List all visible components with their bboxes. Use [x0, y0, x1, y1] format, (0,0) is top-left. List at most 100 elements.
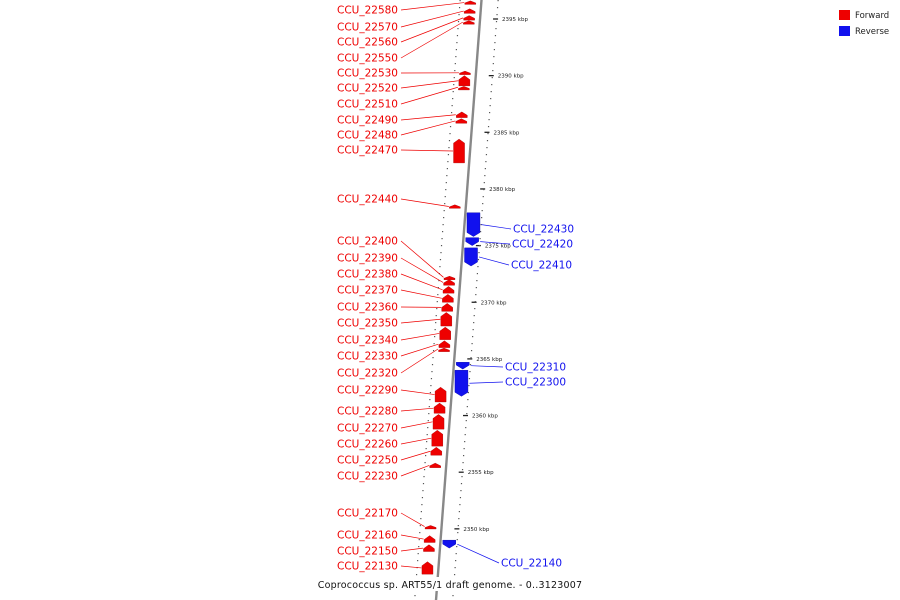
track-dot [452, 98, 454, 100]
track-dot [469, 364, 472, 366]
track-dot [435, 315, 437, 317]
gene-leader-reverse [481, 224, 512, 230]
gene-arrow-reverse [442, 539, 456, 549]
track-dot [447, 161, 449, 163]
track-dot [437, 287, 439, 289]
track-dot [432, 357, 434, 359]
label-layer: CCU_22580 CCU_22570 CCU_22560 CCU_22550 CCU_… [337, 2, 574, 573]
track-dot [485, 154, 488, 156]
gene-leader-forward [400, 437, 432, 445]
gene-label-forward: CCU_22150 [337, 546, 398, 558]
gene-leader-forward [400, 257, 444, 283]
track-dot [495, 21, 498, 23]
track-dot [450, 119, 452, 121]
gene-arrow-forward [432, 414, 445, 430]
track-dot [478, 252, 480, 254]
gene-label-reverse: CCU_22420 [512, 239, 573, 251]
track-dot [454, 567, 456, 569]
legend-forward-swatch [839, 10, 850, 20]
gene-leader-forward [400, 120, 456, 136]
track-dot [432, 350, 435, 352]
scale-tick-label: 2365 kbp [476, 357, 502, 363]
gene-leader-forward [400, 198, 449, 207]
track-dot [463, 455, 465, 457]
track-dot [443, 210, 445, 212]
track-dot [483, 182, 485, 184]
gene-leader-forward [400, 2, 465, 11]
track-dot [430, 378, 433, 380]
track-dot [419, 532, 421, 534]
track-dot [455, 560, 457, 562]
gene-arrow-forward [438, 340, 451, 348]
track-dot [489, 112, 491, 114]
track-dot [486, 147, 488, 149]
gene-label-reverse: CCU_22310 [505, 362, 566, 374]
track-dot [458, 7, 461, 9]
gene-leader-forward [400, 318, 441, 324]
track-dot [494, 42, 496, 44]
track-dot [477, 259, 480, 261]
track-dot [436, 301, 438, 303]
track-dot [435, 322, 437, 324]
track-dot [417, 560, 419, 562]
gene-arrow-reverse [466, 212, 481, 237]
track-dot [465, 427, 467, 429]
scale-tick-label: 2395 kbp [502, 17, 528, 23]
track-dot [483, 189, 485, 191]
track-dot [455, 553, 457, 555]
scale-tick-label: 2385 kbp [493, 130, 519, 136]
track-dot [473, 315, 475, 317]
gene-arrow-forward [438, 347, 450, 352]
track-dot [482, 196, 484, 198]
track-dot [449, 126, 452, 128]
gene-leader-forward [400, 86, 458, 105]
scale-tick-label: 2360 kbp [472, 414, 498, 420]
track-dot [471, 343, 473, 345]
track-dot [493, 56, 495, 58]
track-dot [472, 329, 474, 331]
gene-label-forward: CCU_22530 [337, 68, 398, 80]
track-dot [491, 77, 493, 79]
track-dot [429, 399, 431, 401]
gene-arrow-forward [449, 204, 461, 209]
legend-forward-label: Forward [855, 11, 889, 21]
gene-label-forward: CCU_22480 [337, 130, 398, 142]
gene-label-reverse: CCU_22430 [513, 224, 574, 236]
track-dot [427, 427, 429, 429]
gene-label-forward: CCU_22360 [337, 302, 398, 314]
gene-arrow-forward [442, 286, 455, 294]
gene-label-forward: CCU_22280 [337, 406, 398, 418]
track-dot [457, 532, 459, 534]
gene-arrow-forward [463, 15, 475, 21]
gene-label-forward: CCU_22130 [337, 561, 398, 573]
track-dot [486, 140, 489, 142]
gene-label-forward: CCU_22230 [337, 471, 398, 483]
scale-tick-label: 2355 kbp [468, 470, 494, 476]
gene-label-forward: CCU_22350 [337, 318, 398, 330]
gene-label-forward: CCU_22550 [337, 53, 398, 65]
gene-arrow-forward [456, 111, 468, 118]
gene-leader-forward [400, 512, 425, 527]
track-dot [459, 497, 462, 499]
track-dot [470, 357, 472, 359]
track-dot [474, 301, 476, 303]
track-dot [456, 546, 458, 548]
track-dot [427, 420, 429, 422]
track-dot [470, 350, 473, 352]
track-dot [466, 413, 468, 415]
track-dot [454, 70, 456, 72]
track-dot [445, 189, 447, 191]
gene-label-forward: CCU_22440 [337, 194, 398, 206]
gene-leader-forward [400, 21, 463, 59]
track-dot [433, 343, 435, 345]
track-dot [475, 287, 477, 289]
track-dot [489, 105, 491, 107]
track-dot [459, 504, 461, 506]
track-dot [481, 210, 483, 212]
track-dot [457, 28, 459, 30]
track-dot [455, 56, 457, 58]
track-dot [487, 126, 490, 128]
gene-arrow-forward [429, 462, 441, 468]
track-dot [425, 455, 427, 457]
track-dot [496, 14, 498, 16]
